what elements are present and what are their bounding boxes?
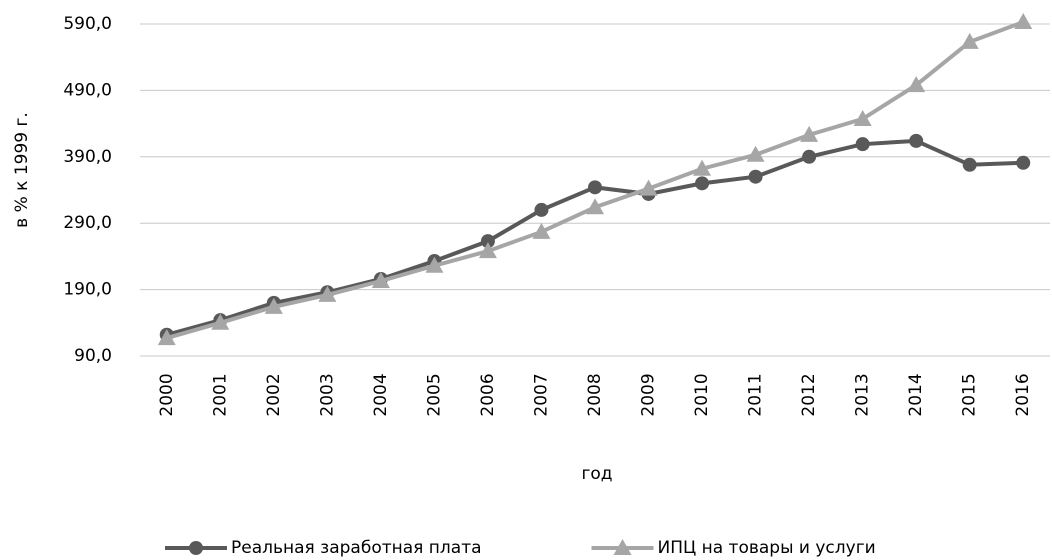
point	[693, 159, 712, 176]
point	[157, 329, 176, 346]
legend-marker	[189, 541, 203, 555]
point	[639, 179, 658, 196]
point	[264, 297, 283, 314]
series-line	[166, 138, 1024, 337]
x-tick-label: 2011	[746, 373, 766, 416]
y-tick-label: 390,0	[63, 147, 112, 167]
point	[800, 125, 819, 142]
x-tick-label: 2014	[906, 373, 926, 416]
legend-label: ИПЦ на товары и услуги	[658, 538, 876, 558]
x-tick-label: 2013	[853, 373, 873, 416]
x-tick-label: 2007	[531, 373, 551, 416]
x-tick-label: 2000	[157, 373, 177, 416]
x-tick-label: 2001	[210, 373, 230, 416]
x-tick-label: 2016	[1013, 373, 1033, 416]
point	[748, 169, 763, 184]
x-tick-label: 2005	[424, 373, 444, 416]
point	[802, 149, 817, 164]
x-tick-label: 2008	[585, 373, 605, 416]
x-axis-title: год	[581, 464, 612, 484]
y-tick-label: 290,0	[63, 213, 112, 233]
point	[695, 176, 710, 191]
point	[588, 180, 602, 195]
x-tick-label: 2012	[799, 373, 819, 416]
x-tick-label: 2015	[960, 373, 980, 416]
point	[1016, 155, 1031, 170]
point	[855, 137, 870, 152]
legend-marker	[613, 539, 632, 555]
point	[909, 133, 924, 148]
point	[1014, 13, 1033, 30]
point	[371, 271, 390, 288]
point	[962, 157, 977, 172]
y-tick-label: 190,0	[63, 280, 112, 300]
point	[586, 198, 604, 215]
x-tick-label: 2006	[478, 373, 498, 416]
series-line	[166, 20, 1024, 340]
y-axis-title: в % к 1999 г.	[12, 112, 32, 228]
point	[318, 285, 337, 302]
point	[532, 222, 551, 239]
y-tick-label: 590,0	[63, 14, 112, 34]
x-tick-label: 2004	[371, 373, 391, 416]
point	[534, 202, 549, 217]
point	[746, 145, 765, 162]
y-tick-label: 490,0	[63, 80, 112, 100]
x-tick-label: 2010	[692, 373, 712, 416]
x-tick-label: 2009	[639, 373, 659, 416]
point	[425, 256, 444, 273]
point	[211, 313, 230, 330]
point	[480, 234, 495, 249]
point	[960, 32, 979, 49]
point	[907, 76, 926, 93]
point	[478, 242, 497, 259]
x-tick-label: 2003	[317, 373, 337, 416]
point	[853, 109, 872, 126]
legend-label: Реальная заработная плата	[231, 538, 482, 558]
y-tick-label: 90,0	[74, 346, 112, 366]
x-tick-label: 2002	[264, 373, 284, 416]
